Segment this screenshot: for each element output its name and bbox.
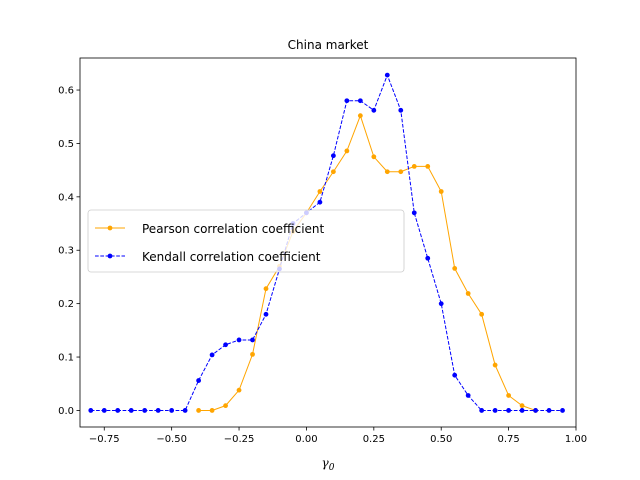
kendall-data-point [560, 408, 565, 413]
y-tick-label: 0.2 [58, 299, 74, 310]
legend-pearson-label: Pearson correlation coefficient [142, 222, 325, 236]
kendall-data-point [196, 378, 202, 383]
pearson-data-point [438, 189, 444, 194]
kendall-data-point [263, 311, 269, 317]
kendall-data-point [398, 107, 404, 113]
kendall-data-point [546, 408, 552, 413]
legend-pearson-marker [107, 225, 113, 231]
pearson-data-point [263, 286, 269, 292]
kendall-data-point [169, 408, 175, 413]
kendall-data-point [88, 408, 94, 413]
kendall-data-point [465, 393, 471, 398]
pearson-data-point [236, 387, 242, 393]
pearson-data-point [384, 169, 390, 175]
kendall-data-point [519, 408, 525, 413]
x-tick-label: 0.50 [430, 434, 452, 445]
pearson-data-point [506, 393, 512, 398]
y-tick-label: 0.1 [58, 353, 74, 364]
pearson-data-point [452, 266, 458, 271]
legend: Pearson correlation coefficient Kendall c… [87, 209, 405, 273]
legend-box [87, 209, 405, 273]
kendall-data-point [115, 408, 121, 413]
pearson-series-line [198, 114, 536, 411]
legend-kendall-label: Kendall correlation coefficient [142, 250, 321, 264]
x-axis-label: γ0 [322, 456, 335, 473]
x-tick-label: 0.75 [497, 434, 519, 445]
chart-title: China market [288, 38, 369, 52]
pearson-data-point [398, 169, 404, 175]
kendall-data-point [344, 98, 350, 104]
pearson-data-point [371, 154, 377, 160]
y-tick-label: 0.6 [58, 86, 74, 97]
kendall-data-point [357, 98, 363, 104]
x-tick-label: 1.00 [565, 434, 587, 445]
kendall-data-point [384, 72, 390, 78]
y-tick-label: 0.3 [58, 246, 74, 257]
x-axis-label-subscript: 0 [329, 463, 335, 473]
pearson-data-point [223, 403, 228, 409]
x-tick-label: −0.75 [89, 434, 120, 445]
kendall-data-point [330, 153, 336, 159]
pearson-data-point [317, 189, 323, 194]
pearson-data-point [209, 408, 215, 413]
x-tick-label: 0.00 [295, 434, 317, 445]
kendall-data-point [479, 408, 485, 413]
legend-kendall-marker [107, 253, 113, 259]
kendall-data-point [506, 408, 512, 413]
pearson-data-point [330, 169, 336, 175]
x-tick-label: −0.50 [156, 434, 187, 445]
x-tick-label: 0.25 [363, 434, 385, 445]
axes: −0.75 −0.50 −0.25 0.00 0.25 0.50 0.75 1.00 0.0 0.… [58, 57, 587, 445]
pearson-data-point [465, 291, 471, 296]
x-axis-label-main: γ [322, 456, 330, 470]
kendall-data-point [425, 255, 431, 261]
kendall-data-point [533, 408, 538, 413]
kendall-data-point [223, 342, 228, 348]
kendall-data-point [209, 352, 215, 358]
kendall-data-point [128, 408, 134, 413]
pearson-data-point [425, 164, 431, 169]
plot-frame [79, 57, 577, 428]
y-tick-label: 0.0 [58, 406, 74, 417]
kendall-data-point [101, 408, 107, 413]
pearson-data-point [479, 311, 485, 317]
pearson-data-point [196, 408, 202, 413]
pearson-data-point [519, 403, 525, 409]
kendall-data-point [142, 408, 148, 413]
kendall-data-point [317, 199, 323, 205]
kendall-data-point [371, 107, 377, 113]
pearson-data-point [250, 351, 255, 357]
kendall-data-point [452, 372, 458, 378]
y-tick-label: 0.4 [58, 192, 74, 203]
pearson-data-point [492, 362, 498, 368]
y-tick-label: 0.5 [58, 139, 74, 150]
x-tick-label: −0.25 [224, 434, 255, 445]
kendall-data-point [492, 408, 498, 413]
pearson-data-point [344, 148, 350, 154]
kendall-data-point [250, 337, 255, 343]
pearson-data-point [357, 113, 363, 119]
kendall-data-point [411, 210, 417, 216]
kendall-data-point [182, 408, 188, 413]
pearson-data-point [411, 164, 417, 169]
kendall-data-point [236, 337, 242, 343]
kendall-data-point [155, 408, 161, 413]
kendall-data-point [438, 301, 444, 307]
